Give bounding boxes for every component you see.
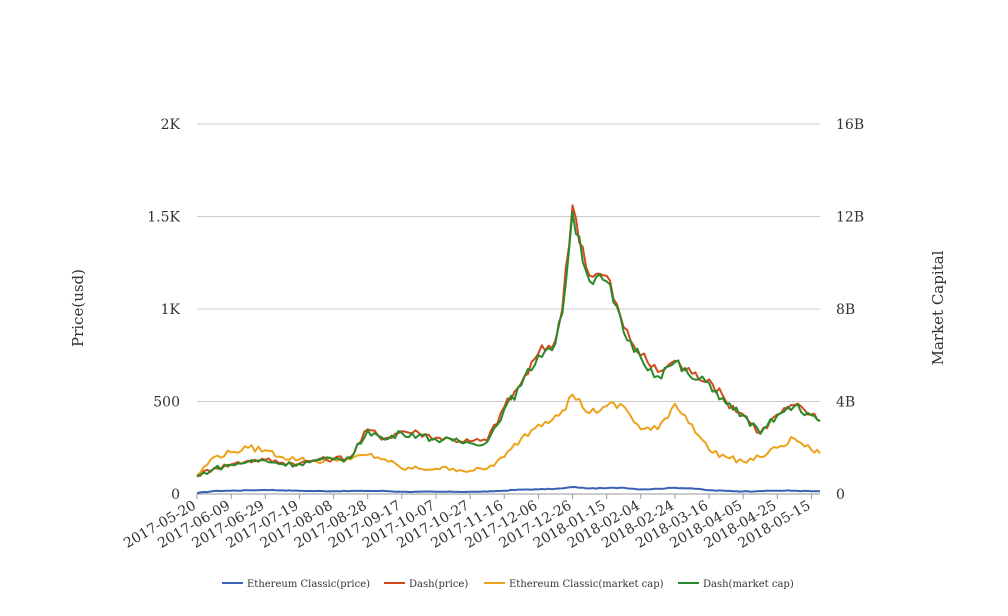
legend-label: Ethereum Classic(market cap) bbox=[509, 579, 664, 590]
y-right-tick-label: 4B bbox=[836, 395, 855, 411]
y-right-tick-label: 16B bbox=[836, 117, 864, 133]
y-right-tick-label: 0 bbox=[836, 487, 845, 503]
y-left-axis-title: Price(usd) bbox=[69, 269, 87, 347]
gridlines bbox=[197, 123, 820, 495]
y-left-tick-label: 2K bbox=[161, 117, 181, 133]
series-line-dash-price bbox=[196, 204, 821, 477]
series-lines bbox=[196, 204, 821, 495]
y-left-tick-label: 1K bbox=[161, 302, 181, 318]
series-line-ethereum-classic-price bbox=[196, 486, 821, 495]
y-right-axis-title: Market Capital bbox=[929, 250, 947, 365]
y-left-tick-label: 0 bbox=[171, 487, 180, 503]
left-y-axis: 0 500 1K 1.5K 2K bbox=[147, 117, 180, 503]
legend-label: Ethereum Classic(price) bbox=[247, 579, 370, 590]
legend-label: Dash(price) bbox=[409, 579, 468, 590]
legend: Ethereum Classic(price) Dash(price) Ethere… bbox=[222, 579, 794, 590]
right-y-axis: 0 4B 8B 12B 16B bbox=[836, 117, 864, 503]
y-left-tick-label: 500 bbox=[153, 395, 180, 411]
y-left-tick-label: 1.5K bbox=[147, 210, 180, 226]
legend-label: Dash(market cap) bbox=[703, 579, 794, 590]
y-right-tick-label: 12B bbox=[836, 210, 864, 226]
y-right-tick-label: 8B bbox=[836, 302, 855, 318]
x-axis: 2017-05-202017-06-092017-06-292017-07-19… bbox=[121, 493, 820, 552]
series-line-dash-market-cap bbox=[196, 210, 821, 478]
series-line-ethereum-classic-market-cap bbox=[196, 393, 821, 477]
